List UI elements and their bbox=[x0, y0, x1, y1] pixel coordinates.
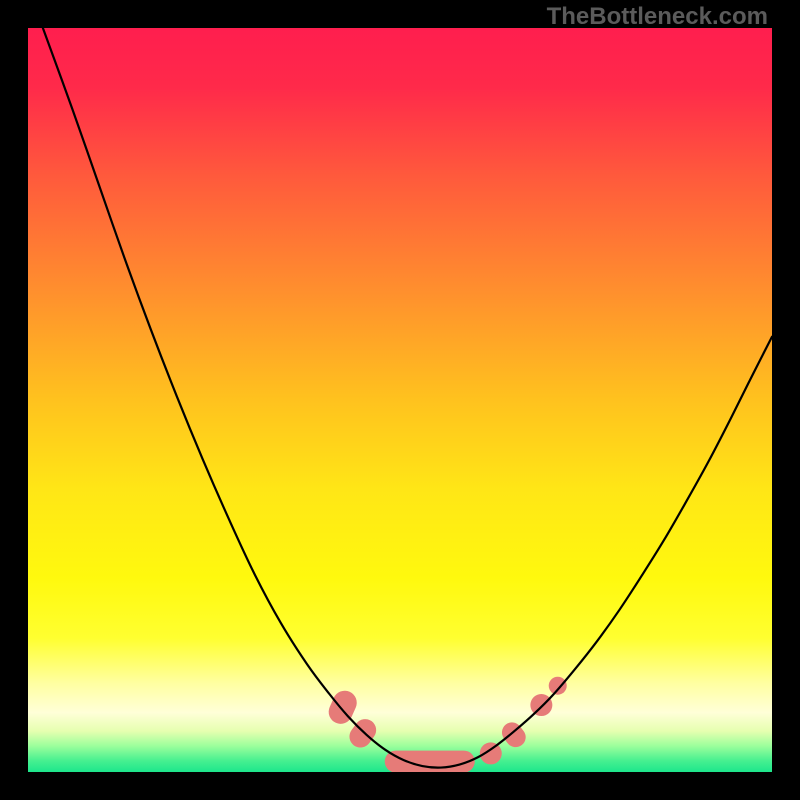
gradient-background bbox=[28, 28, 772, 772]
bead-pill bbox=[385, 751, 475, 772]
plot-svg bbox=[28, 28, 772, 772]
chart-frame: TheBottleneck.com bbox=[0, 0, 800, 800]
watermark-text: TheBottleneck.com bbox=[547, 3, 768, 31]
plot-area bbox=[28, 28, 772, 772]
bead-dot bbox=[549, 677, 567, 695]
